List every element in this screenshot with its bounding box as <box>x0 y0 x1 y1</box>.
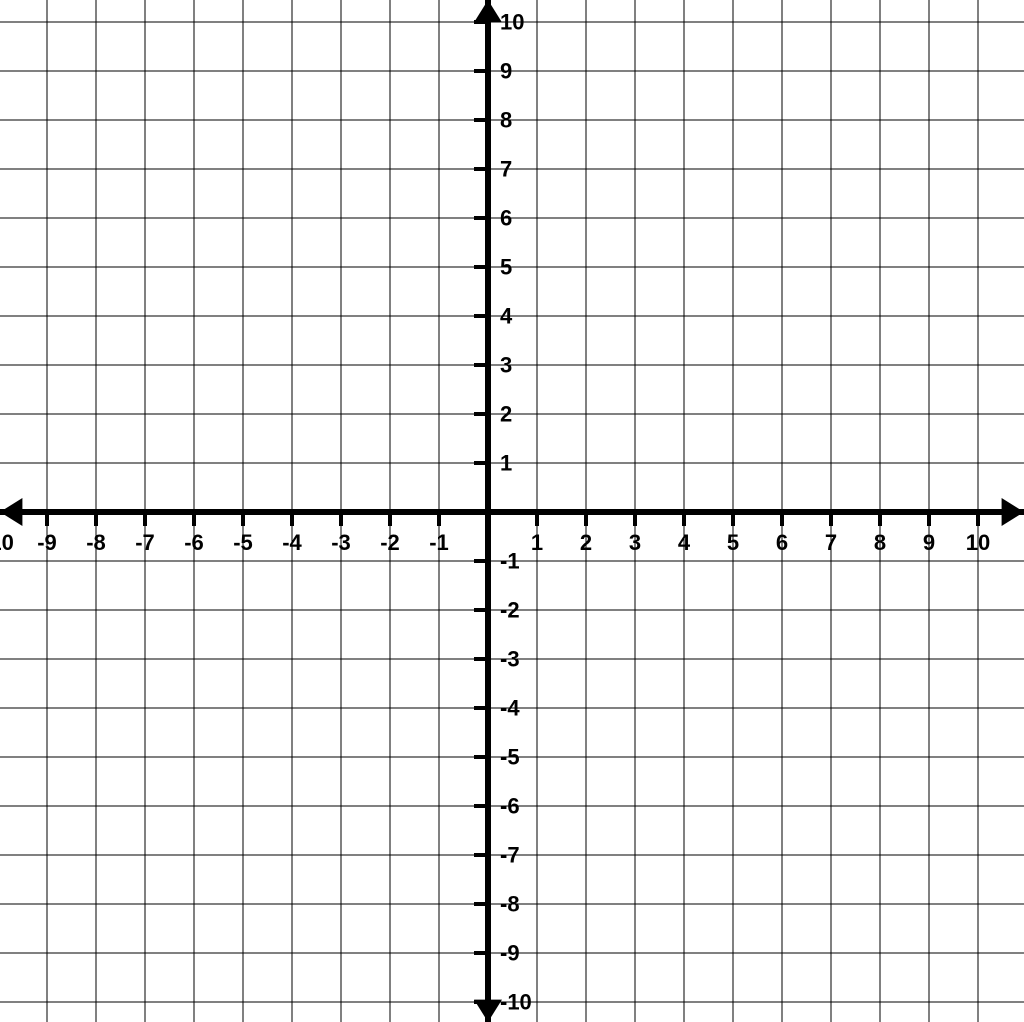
y-tick-label: -4 <box>500 696 520 721</box>
y-tick-label: -1 <box>500 549 520 574</box>
y-tick-label: 7 <box>500 157 512 182</box>
y-tick-label: -8 <box>500 892 520 917</box>
x-tick-label: 6 <box>776 530 788 555</box>
x-tick-label: -3 <box>331 530 351 555</box>
x-tick-label: -10 <box>0 530 14 555</box>
x-tick-label: -4 <box>282 530 302 555</box>
x-tick-label: -7 <box>135 530 155 555</box>
y-tick-label: 8 <box>500 108 512 133</box>
x-tick-label: 8 <box>874 530 886 555</box>
y-tick-label: -6 <box>500 794 520 819</box>
y-tick-label: 3 <box>500 353 512 378</box>
y-tick-label: 4 <box>500 304 513 329</box>
axes <box>0 0 1024 1022</box>
y-axis-arrow-up <box>474 0 502 22</box>
x-tick-label: -1 <box>429 530 449 555</box>
y-tick-label: -9 <box>500 941 520 966</box>
x-tick-label: 2 <box>580 530 592 555</box>
x-tick-label: -9 <box>37 530 57 555</box>
x-tick-label: 3 <box>629 530 641 555</box>
y-tick-label: -2 <box>500 598 520 623</box>
y-tick-label: 9 <box>500 59 512 84</box>
y-tick-label: 10 <box>500 10 524 35</box>
y-tick-label: -3 <box>500 647 520 672</box>
x-tick-label: 9 <box>923 530 935 555</box>
x-tick-label: -6 <box>184 530 204 555</box>
y-tick-label: -5 <box>500 745 520 770</box>
y-tick-label: 2 <box>500 402 512 427</box>
x-tick-label: 5 <box>727 530 739 555</box>
x-tick-label: 4 <box>678 530 691 555</box>
x-tick-label: 1 <box>531 530 543 555</box>
y-tick-label: 5 <box>500 255 512 280</box>
x-tick-label: -2 <box>380 530 400 555</box>
y-tick-label: -7 <box>500 843 520 868</box>
x-axis-arrow-left <box>0 498 22 526</box>
y-tick-label: 1 <box>500 451 512 476</box>
x-tick-label: -5 <box>233 530 253 555</box>
x-axis-arrow-right <box>1002 498 1024 526</box>
y-tick-label: 6 <box>500 206 512 231</box>
coordinate-plane: -10 -9 -8 -7 -6 -5 -4 -3 -2 -1 1 2 3 4 5 6 7 8 9 10 10 9 8 7 6 5 4… <box>0 0 1024 1022</box>
x-tick-label: 7 <box>825 530 837 555</box>
y-tick-label: -10 <box>500 990 532 1015</box>
x-tick-label: 10 <box>966 530 990 555</box>
x-tick-label: -8 <box>86 530 106 555</box>
